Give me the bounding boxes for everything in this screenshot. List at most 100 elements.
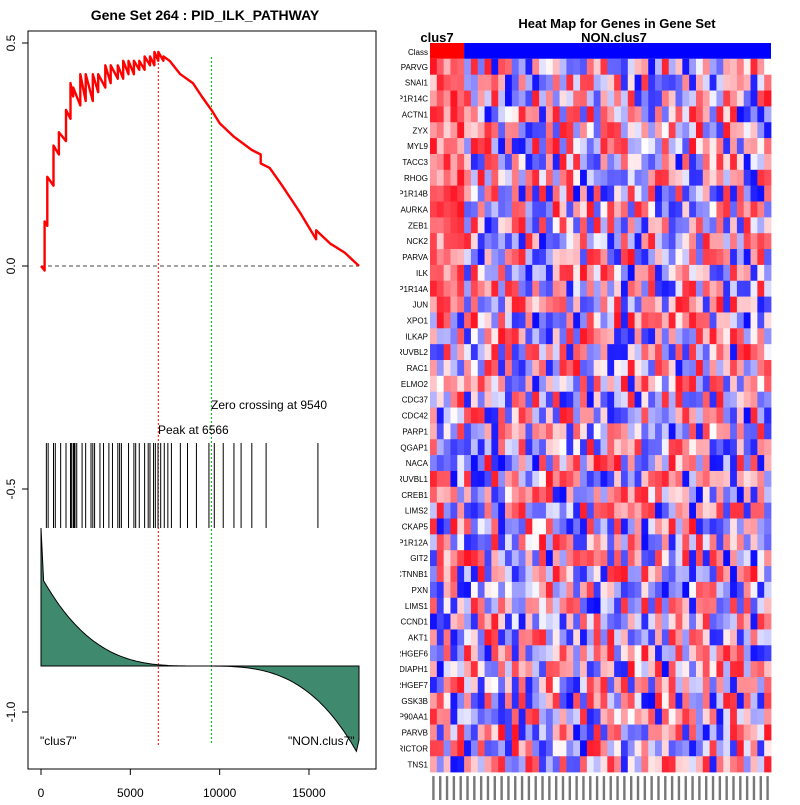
heatmap-cell	[491, 201, 499, 218]
heatmap-cell	[600, 58, 608, 75]
heatmap-cell	[743, 122, 751, 139]
heatmap-cell	[668, 360, 676, 377]
heatmap-cell	[491, 534, 499, 551]
heatmap-cell	[586, 439, 595, 456]
heatmap-cell	[450, 518, 458, 535]
heatmap-cell	[682, 534, 690, 551]
heatmap-cell	[682, 724, 690, 741]
heatmap-cell	[723, 661, 731, 678]
heatmap-cell	[477, 90, 485, 107]
heatmap-cell	[545, 264, 554, 282]
heatmap-cell	[682, 486, 690, 503]
heatmap-cell	[757, 90, 765, 107]
heatmap-cell	[689, 122, 697, 139]
heatmap-cell	[607, 296, 615, 313]
heatmap-cell	[436, 280, 445, 297]
heatmap-cell	[580, 90, 588, 107]
heatmap-cell	[641, 201, 649, 218]
class-label-clus7: clus7	[420, 30, 453, 45]
heatmap-cell	[470, 280, 479, 297]
heatmap-cell	[682, 106, 690, 123]
heatmap-cell	[593, 597, 601, 614]
heatmap-cell	[661, 185, 670, 202]
heatmap-cell	[511, 138, 520, 155]
heatmap-cell	[552, 708, 560, 725]
heatmap-cell	[668, 122, 676, 139]
heatmap-cell	[484, 58, 492, 75]
heatmap-cell	[648, 550, 656, 567]
heatmap-cell	[627, 169, 635, 186]
heatmap-cell	[430, 661, 438, 678]
heatmap-cell	[743, 756, 751, 773]
heatmap-cell	[436, 185, 445, 202]
heatmap-cell	[566, 360, 574, 377]
heatmap-cell	[620, 534, 629, 551]
heatmap-cell	[627, 264, 635, 282]
heatmap-cell	[580, 328, 588, 345]
heatmap-cell	[505, 122, 513, 139]
heatmap-cell	[723, 122, 731, 139]
heatmap-cell	[470, 661, 479, 678]
heatmap-cell	[539, 534, 547, 551]
heatmap-cell	[695, 407, 704, 424]
heatmap-cell	[723, 486, 731, 503]
heatmap-cell	[457, 312, 465, 329]
heatmap-cell	[750, 407, 758, 424]
heatmap-cell	[702, 756, 711, 773]
heatmap-cell	[743, 328, 751, 345]
heatmap-cell	[607, 201, 615, 218]
heatmap-cell	[614, 296, 622, 313]
heatmap-cell	[641, 264, 649, 282]
heatmap-cell	[620, 597, 629, 614]
gene-label: RUVBL1	[400, 475, 429, 484]
heatmap-cell	[750, 138, 758, 155]
heatmap-cell	[723, 185, 731, 202]
heatmap-cell	[648, 439, 656, 456]
heatmap-cell	[716, 439, 724, 456]
heatmap-cell	[682, 518, 690, 535]
heatmap-cell	[743, 90, 751, 107]
heatmap-cell	[443, 169, 451, 186]
heatmap-cell	[511, 233, 520, 250]
heatmap-cell	[750, 550, 758, 567]
heatmap-cell	[593, 249, 601, 266]
heatmap-cell	[498, 74, 506, 91]
sample-label-mark	[609, 776, 612, 803]
heatmap-cell	[682, 296, 690, 313]
heatmap-cell	[443, 470, 451, 488]
heatmap-cell	[716, 391, 724, 408]
heatmap-cell	[736, 90, 745, 107]
heatmap-cell	[566, 550, 574, 567]
heatmap-cell	[600, 233, 608, 250]
heatmap-cell	[682, 613, 690, 630]
heatmap-cell	[764, 439, 772, 456]
heatmap-cell	[559, 74, 567, 91]
heatmap-cell	[518, 677, 526, 694]
heatmap-cell	[505, 756, 513, 773]
heatmap-cell	[552, 661, 560, 678]
heatmap-cell	[470, 169, 479, 186]
heatmap-cell	[539, 439, 547, 456]
heatmap-cell	[484, 550, 492, 567]
heatmap-cell	[518, 661, 526, 678]
heatmap-cell	[634, 360, 642, 377]
heatmap-cell	[586, 169, 595, 186]
heatmap-cell	[464, 296, 472, 313]
heatmap-cell	[695, 391, 704, 408]
heatmap-cell	[661, 217, 670, 234]
sample-label-mark	[739, 776, 742, 803]
heatmap-cell	[655, 724, 663, 741]
heatmap-cell	[709, 264, 717, 282]
heatmap-cell	[511, 296, 520, 313]
heatmap-cell	[641, 550, 649, 567]
heatmap-cell	[436, 724, 445, 741]
heatmap-cell	[641, 391, 649, 408]
heatmap-cell	[580, 677, 588, 694]
heatmap-cell	[457, 296, 465, 313]
heatmap-cell	[586, 138, 595, 155]
heatmap-cell	[525, 550, 533, 567]
heatmap-cell	[614, 455, 622, 472]
heatmap-cell	[470, 122, 479, 139]
heatmap-cell	[689, 296, 697, 313]
heatmap-cell	[436, 138, 445, 155]
